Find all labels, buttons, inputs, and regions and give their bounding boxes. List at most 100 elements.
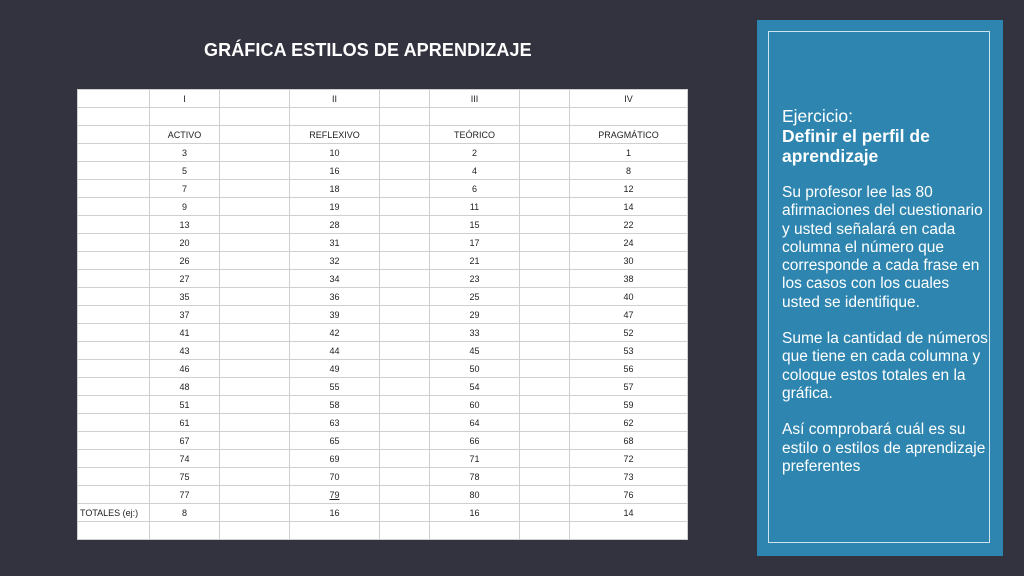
statement-number-cell: 52 (569, 323, 688, 342)
empty-cell (379, 413, 430, 432)
statement-number-cell: 36 (289, 287, 380, 306)
statement-number-cell: 23 (429, 269, 520, 288)
style-header: PRAGMÁTICO (569, 125, 688, 144)
statement-number-cell: 16 (289, 161, 380, 180)
statement-number-cell: 9 (149, 197, 220, 216)
empty-cell (149, 521, 220, 540)
style-header: ACTIVO (149, 125, 220, 144)
empty-cell (379, 467, 430, 486)
empty-cell (519, 395, 570, 414)
empty-cell (379, 251, 430, 270)
empty-cell (379, 521, 430, 540)
statement-number-cell: 13 (149, 215, 220, 234)
empty-cell (77, 233, 150, 252)
empty-cell (77, 377, 150, 396)
table-row: 77 79 80 76 (77, 485, 688, 504)
empty-cell (77, 179, 150, 198)
empty-cell (379, 431, 430, 450)
statement-number-cell: 37 (149, 305, 220, 324)
empty-cell (77, 143, 150, 162)
statement-number-cell: 19 (289, 197, 380, 216)
empty-cell (77, 413, 150, 432)
empty-cell (219, 125, 290, 144)
empty-cell (379, 143, 430, 162)
empty-cell (379, 503, 430, 522)
statement-number-cell: 71 (429, 449, 520, 468)
table-row: 20 31 17 24 (77, 233, 688, 252)
statement-number-cell: 49 (289, 359, 380, 378)
empty-cell (519, 197, 570, 216)
empty-cell (519, 305, 570, 324)
statement-number-cell: 78 (429, 467, 520, 486)
table-row: 9 19 11 14 (77, 197, 688, 216)
empty-cell (77, 449, 150, 468)
statement-number-cell: 27 (149, 269, 220, 288)
learning-styles-table: I II III IV ACTIVO REFLEXIVO TEÓRICO PRAGMÁTICO… (77, 89, 688, 540)
style-header: REFLEXIVO (289, 125, 380, 144)
empty-cell (219, 287, 290, 306)
statement-number-cell: 20 (149, 233, 220, 252)
statement-number-cell: 11 (429, 197, 520, 216)
statement-number-cell: 30 (569, 251, 688, 270)
empty-cell (519, 413, 570, 432)
statement-number-cell: 70 (289, 467, 380, 486)
table-row: 35 36 25 40 (77, 287, 688, 306)
empty-cell (519, 125, 570, 144)
total-cell: 16 (429, 503, 520, 522)
empty-cell (519, 449, 570, 468)
statement-number-cell: 8 (569, 161, 688, 180)
panel-frame (768, 31, 990, 543)
empty-cell (519, 341, 570, 360)
statement-number-cell: 29 (429, 305, 520, 324)
statement-number-cell: 7 (149, 179, 220, 198)
empty-cell (379, 305, 430, 324)
table-row: 7 18 6 12 (77, 179, 688, 198)
statement-number-cell: 55 (289, 377, 380, 396)
statement-number-cell: 48 (149, 377, 220, 396)
empty-cell (289, 521, 380, 540)
statement-number-cell: 64 (429, 413, 520, 432)
empty-cell (379, 377, 430, 396)
empty-cell (429, 521, 520, 540)
empty-cell (519, 467, 570, 486)
empty-cell (519, 323, 570, 342)
style-header-row: ACTIVO REFLEXIVO TEÓRICO PRAGMÁTICO (77, 125, 688, 144)
statement-number-cell: 57 (569, 377, 688, 396)
totals-label: TOTALES (ej:) (77, 503, 150, 522)
table-row: 51 58 60 59 (77, 395, 688, 414)
statement-number-cell: 33 (429, 323, 520, 342)
exercise-panel: Ejercicio: Definir el perfil de aprendiz… (757, 20, 1003, 556)
statement-number-cell: 14 (569, 197, 688, 216)
empty-cell (219, 161, 290, 180)
statement-number-cell: 28 (289, 215, 380, 234)
blank-row (77, 107, 688, 126)
empty-cell (379, 233, 430, 252)
empty-cell (77, 467, 150, 486)
empty-cell (519, 215, 570, 234)
empty-cell (77, 431, 150, 450)
empty-cell (519, 143, 570, 162)
statement-number-cell: 17 (429, 233, 520, 252)
empty-cell (219, 395, 290, 414)
empty-cell (219, 431, 290, 450)
statement-number-cell: 18 (289, 179, 380, 198)
empty-cell (379, 485, 430, 504)
empty-cell (519, 485, 570, 504)
empty-cell (77, 107, 150, 126)
empty-cell (77, 323, 150, 342)
empty-cell (519, 179, 570, 198)
statement-number-cell: 24 (569, 233, 688, 252)
statement-number-cell: 46 (149, 359, 220, 378)
empty-cell (219, 359, 290, 378)
empty-cell (219, 233, 290, 252)
empty-cell (77, 287, 150, 306)
empty-cell (379, 449, 430, 468)
statement-number-cell: 31 (289, 233, 380, 252)
statement-number-cell: 6 (429, 179, 520, 198)
total-cell: 14 (569, 503, 688, 522)
statement-number-cell: 74 (149, 449, 220, 468)
empty-cell (379, 341, 430, 360)
statement-number-cell: 59 (569, 395, 688, 414)
statement-number-cell: 3 (149, 143, 220, 162)
statement-number-cell: 54 (429, 377, 520, 396)
